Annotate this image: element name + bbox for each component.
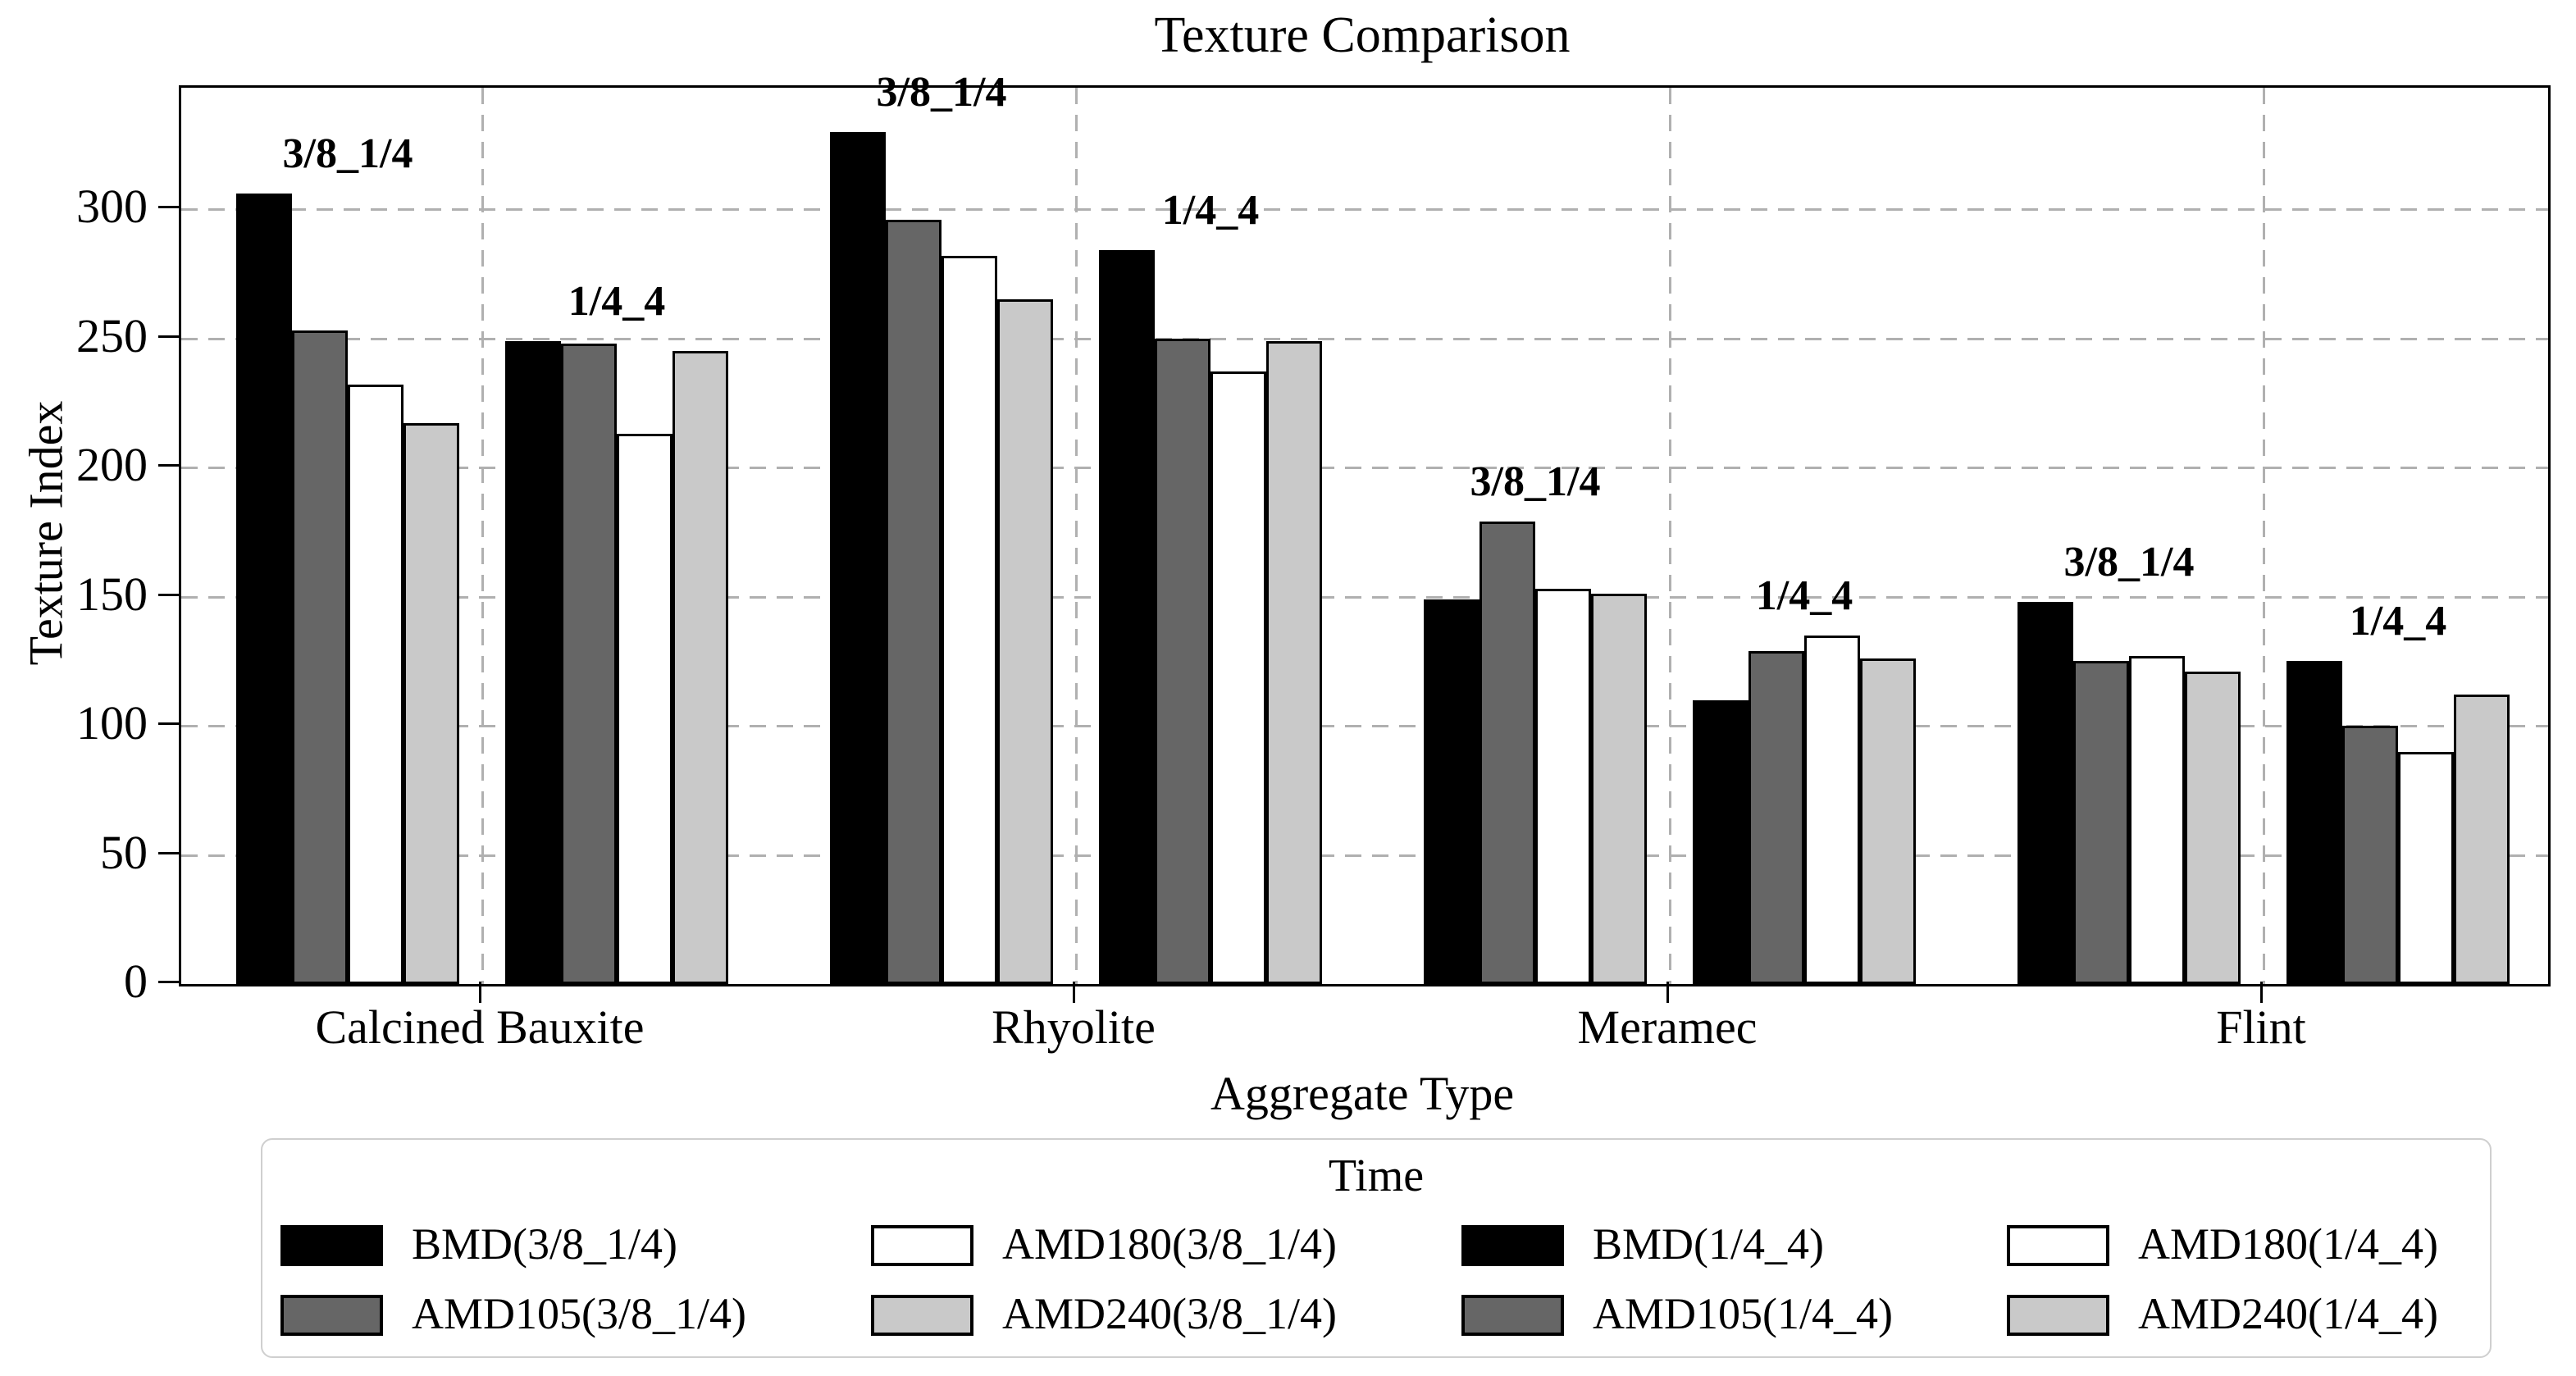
bar <box>1266 341 1322 984</box>
x-tick <box>1666 982 1669 1003</box>
x-category-label: Meramec <box>1577 1000 1758 1054</box>
v-gridline <box>1075 88 1078 984</box>
bar <box>2454 695 2510 984</box>
bar <box>1099 250 1155 984</box>
bar <box>1804 636 1860 984</box>
bar <box>1693 700 1748 984</box>
y-tick-label: 0 <box>124 955 148 1008</box>
y-tick-50 <box>158 851 181 854</box>
legend-label: BMD(3/8_1/4) <box>412 1219 677 1269</box>
bar <box>2073 661 2129 984</box>
chart-title: Texture Comparison <box>1154 7 1571 63</box>
legend-label: AMD240(3/8_1/4) <box>1002 1289 1337 1338</box>
y-tick-label: 100 <box>76 696 148 750</box>
h-gridline-250 <box>181 337 2548 340</box>
bar <box>2398 752 2454 984</box>
legend-box: Time BMD(3/8_1/4) AMD105(3/8_1/4) AMD180(3… <box>261 1138 2492 1358</box>
bar <box>505 341 561 984</box>
bar <box>1591 594 1647 984</box>
y-tick-150 <box>158 593 181 596</box>
bar <box>561 344 617 984</box>
legend-swatch <box>1461 1295 1564 1336</box>
group-annotation: 1/4_4 <box>1161 187 1260 235</box>
bar <box>348 385 403 984</box>
legend-label: BMD(1/4_4) <box>1593 1219 1824 1269</box>
bar <box>2286 661 2342 984</box>
group-annotation: 1/4_4 <box>2349 598 2447 645</box>
legend-label: AMD105(1/4_4) <box>1593 1289 1893 1338</box>
bar <box>1479 522 1535 984</box>
v-gridline <box>2263 88 2265 984</box>
legend-swatch <box>2007 1295 2109 1336</box>
y-tick-label: 150 <box>76 567 148 621</box>
legend-title: Time <box>1328 1150 1425 1201</box>
bar <box>292 330 348 984</box>
v-gridline <box>481 88 484 984</box>
bar <box>2129 656 2185 984</box>
bar <box>2017 602 2073 984</box>
h-gridline-150 <box>181 595 2548 599</box>
bar <box>1210 371 1266 984</box>
bar <box>1860 658 1916 984</box>
plot-area: 3/8_1/4 1/4_4 3/8_1/4 1/4_4 3/8_1/4 1/4_4 3/8_… <box>179 69 2551 986</box>
legend-label: AMD180(3/8_1/4) <box>1002 1219 1337 1269</box>
bar <box>941 256 997 984</box>
bar <box>1424 599 1479 984</box>
group-annotation: 3/8_1/4 <box>876 68 1007 116</box>
legend-swatch <box>280 1295 383 1336</box>
bar <box>830 132 886 984</box>
legend-swatch <box>2007 1225 2109 1266</box>
legend-label: AMD180(1/4_4) <box>2138 1219 2438 1269</box>
legend-swatch <box>871 1295 973 1336</box>
h-gridline-100 <box>181 725 2548 727</box>
y-tick-100 <box>158 722 181 725</box>
y-tick-label: 200 <box>76 438 148 492</box>
group-annotation: 1/4_4 <box>1755 572 1853 619</box>
x-category-label: Flint <box>2216 1000 2306 1054</box>
x-tick <box>479 982 481 1003</box>
bar <box>1748 651 1804 984</box>
y-tick-label: 300 <box>76 180 148 234</box>
legend-swatch <box>871 1225 973 1266</box>
x-category-label: Calcined Bauxite <box>315 1000 645 1054</box>
legend-swatch <box>1461 1225 1564 1266</box>
bar <box>886 220 941 984</box>
x-axis-label: Aggregate Type <box>1210 1067 1515 1120</box>
group-annotation: 3/8_1/4 <box>2063 538 2195 585</box>
group-annotation: 3/8_1/4 <box>1470 458 1601 506</box>
legend-label: AMD105(3/8_1/4) <box>412 1289 746 1338</box>
y-tick-200 <box>158 464 181 467</box>
x-category-label: Rhyolite <box>992 1000 1156 1054</box>
bar <box>2185 672 2241 984</box>
y-tick-0 <box>158 981 181 983</box>
v-gridline <box>1669 88 1671 984</box>
group-annotation: 3/8_1/4 <box>282 130 413 178</box>
bar <box>672 351 728 984</box>
bar <box>1155 339 1210 984</box>
bar <box>403 423 459 984</box>
x-tick <box>1073 982 1075 1003</box>
legend-label: AMD240(1/4_4) <box>2138 1289 2438 1338</box>
h-gridline-200 <box>181 467 2548 470</box>
y-tick-250 <box>158 335 181 338</box>
bar <box>997 299 1053 984</box>
y-tick-300 <box>158 206 181 209</box>
group-annotation: 1/4_4 <box>568 277 666 325</box>
bar <box>2342 726 2398 984</box>
legend-swatch <box>280 1225 383 1266</box>
bar <box>236 194 292 984</box>
h-gridline-300 <box>181 208 2548 212</box>
bar <box>1535 589 1591 984</box>
y-tick-label: 50 <box>100 825 148 879</box>
y-tick-label: 250 <box>76 308 148 362</box>
x-tick <box>2260 982 2263 1003</box>
h-gridline-50 <box>181 854 2548 857</box>
bar <box>617 434 672 984</box>
